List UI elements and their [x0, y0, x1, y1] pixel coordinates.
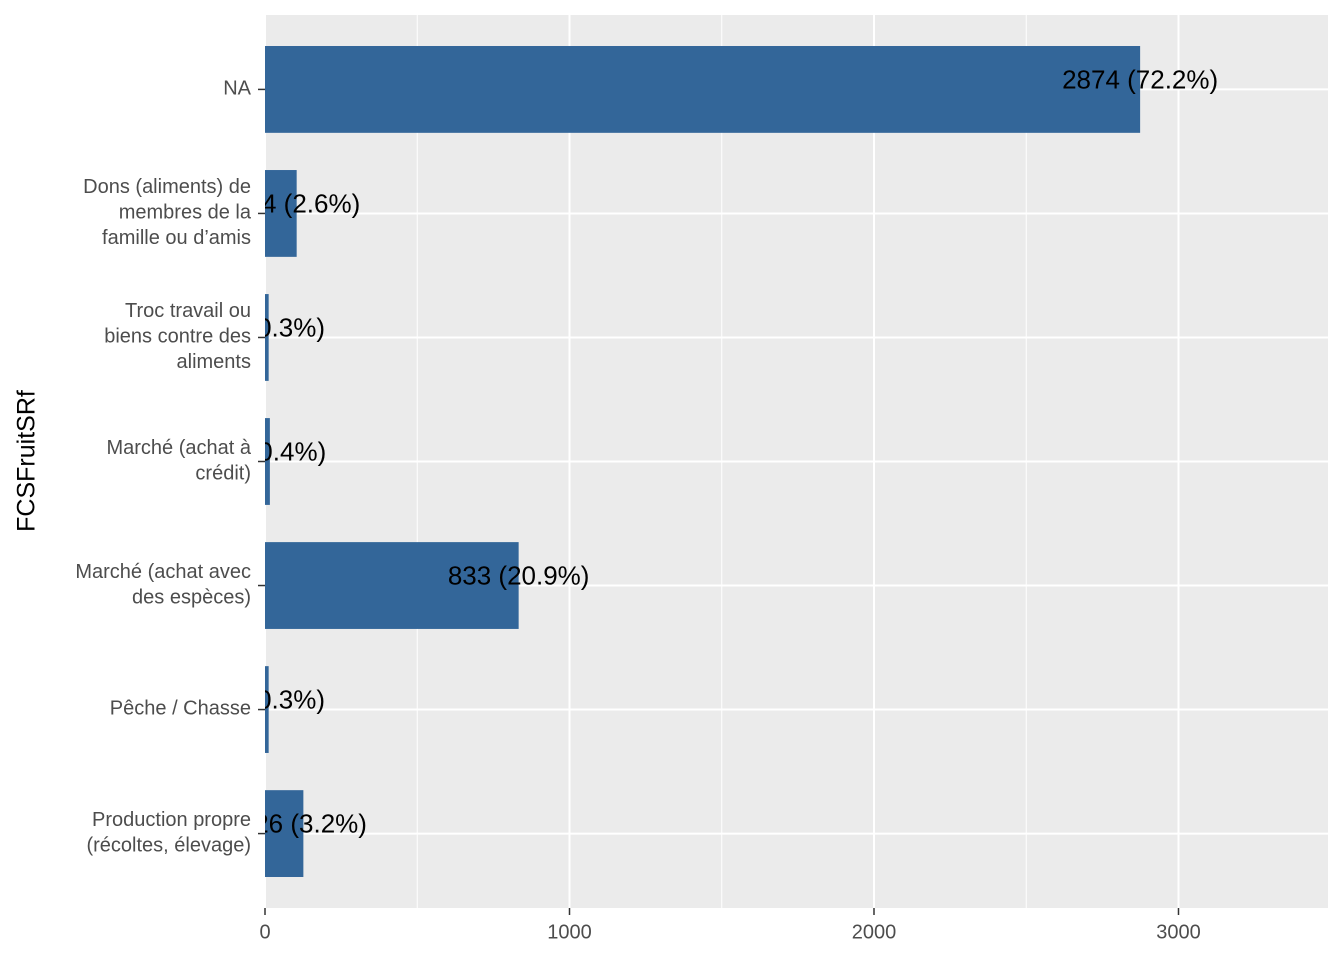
y-tick-label: Dons (aliments) de membres de la famille o…	[83, 176, 252, 249]
y-tick-label: Troc travail ou biens contre des aliments	[104, 300, 251, 373]
value-label: 16 (0.4%)	[214, 436, 327, 466]
y-tick-label-line: crédit)	[195, 463, 251, 485]
y-axis-title: FCSFruitSRf	[13, 390, 41, 532]
x-tick-label: 1000	[547, 921, 592, 943]
y-tick-label: Production propre (récoltes, élevage)	[86, 809, 251, 857]
y-tick-label-line: biens contre des	[104, 326, 251, 348]
y-tick-label-line: Troc travail ou	[125, 300, 251, 322]
y-tick-label-line: aliments	[177, 351, 251, 373]
x-tick-label: 3000	[1156, 921, 1201, 943]
bar	[265, 418, 270, 505]
y-tick-label-line: Dons (aliments) de	[83, 176, 251, 198]
bar	[265, 542, 519, 629]
bar	[265, 294, 269, 381]
y-tick-label: Marché (achat à crédit)	[106, 437, 251, 485]
value-label: 12 (0.3%)	[212, 312, 325, 342]
bar	[265, 666, 269, 753]
bar	[265, 170, 297, 257]
bar	[265, 790, 304, 877]
y-tick-label-line: famille ou d’amis	[102, 227, 251, 249]
value-label: 104 (2.6%)	[233, 188, 360, 218]
y-tick-label-line: (récoltes, élevage)	[86, 835, 251, 857]
y-tick-label: NA	[223, 78, 251, 100]
y-tick-label-line: Pêche / Chasse	[110, 698, 251, 720]
y-tick-label: Marché (achat avec des espèces)	[75, 561, 251, 609]
x-tick-label: 2000	[852, 921, 897, 943]
bar	[265, 46, 1141, 133]
value-label: 833 (20.9%)	[448, 560, 590, 590]
y-tick-label-line: NA	[223, 78, 251, 100]
value-label: 12 (0.3%)	[212, 684, 325, 714]
y-tick-label-line: Marché (achat avec	[75, 561, 251, 583]
y-tick-label-line: membres de la	[119, 202, 252, 224]
y-tick-label-line: Marché (achat à	[106, 437, 251, 459]
y-tick-label-line: des espèces)	[132, 587, 251, 609]
value-label: 2874 (72.2%)	[1062, 64, 1218, 94]
y-tick-label-line: Production propre	[92, 809, 251, 831]
y-tick-label: Pêche / Chasse	[110, 698, 251, 720]
value-label: 126 (3.2%)	[240, 808, 367, 838]
x-tick-label: 0	[259, 921, 270, 943]
